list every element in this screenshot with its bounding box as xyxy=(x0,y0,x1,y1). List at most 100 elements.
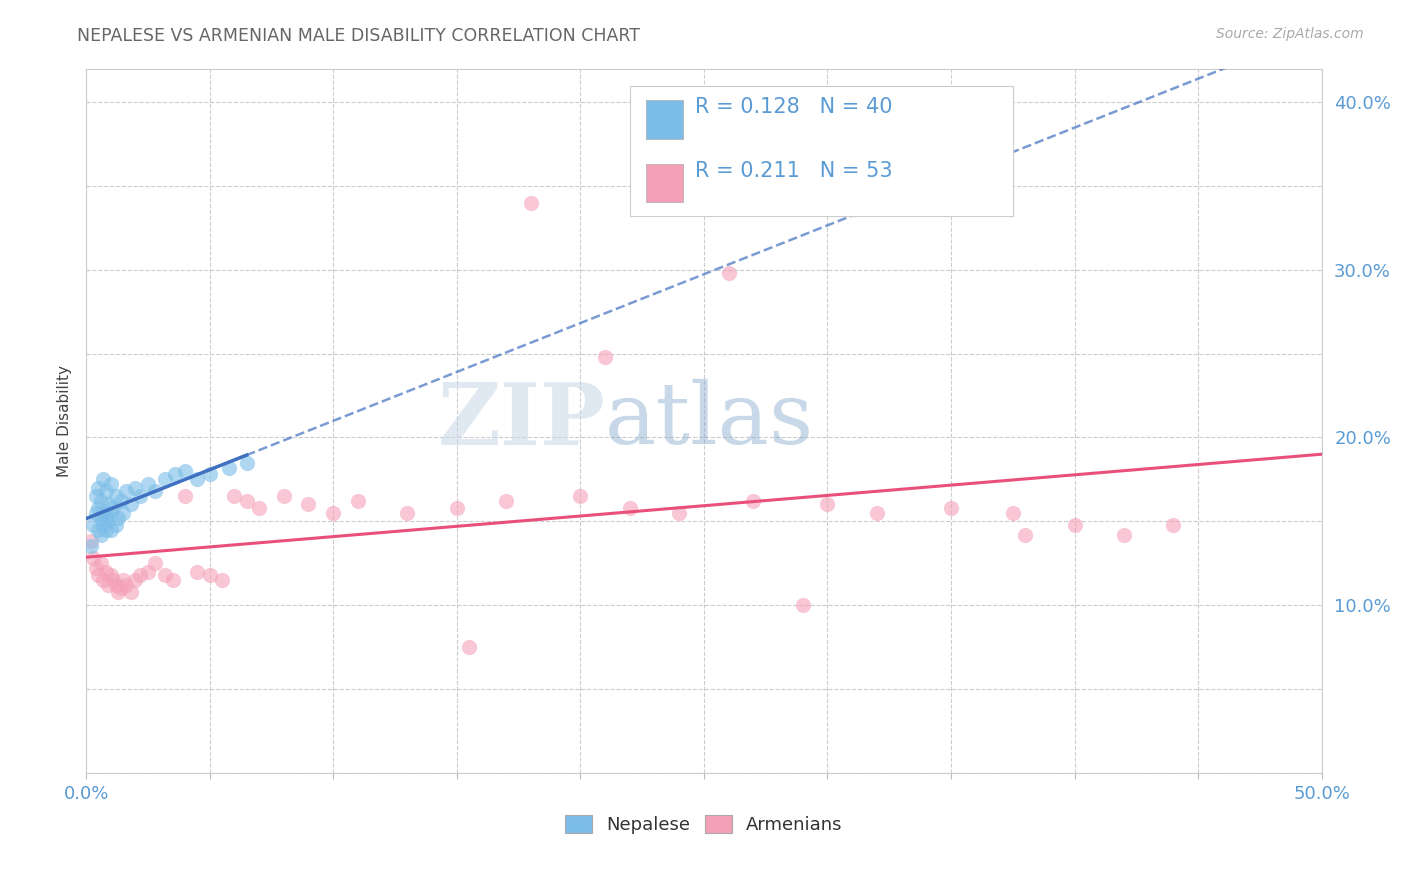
Point xyxy=(90,556,112,570)
Point xyxy=(124,573,146,587)
Point xyxy=(143,484,166,499)
Text: R = 0.211   N = 53: R = 0.211 N = 53 xyxy=(695,161,893,181)
Point xyxy=(593,350,616,364)
Y-axis label: Male Disability: Male Disability xyxy=(58,365,72,476)
Point xyxy=(186,565,208,579)
Point xyxy=(1014,527,1036,541)
Point xyxy=(87,567,110,582)
Point xyxy=(100,523,122,537)
Point xyxy=(93,506,115,520)
Point xyxy=(235,456,257,470)
Point xyxy=(103,573,125,587)
Bar xyxy=(645,100,683,139)
Point xyxy=(90,494,112,508)
Point xyxy=(94,523,117,537)
Point xyxy=(163,467,186,482)
Point xyxy=(94,484,117,499)
Point xyxy=(1063,517,1085,532)
Point xyxy=(112,506,135,520)
Point xyxy=(104,517,127,532)
Point xyxy=(273,489,295,503)
Point xyxy=(174,464,197,478)
Point xyxy=(742,494,765,508)
Point xyxy=(458,640,481,654)
Point xyxy=(93,472,115,486)
Point xyxy=(347,494,370,508)
Point xyxy=(114,578,136,592)
Point xyxy=(82,551,104,566)
Point xyxy=(247,500,270,515)
Text: R = 0.128   N = 40: R = 0.128 N = 40 xyxy=(695,97,893,117)
Text: ZIP: ZIP xyxy=(437,378,605,463)
Point xyxy=(80,540,103,554)
Bar xyxy=(630,87,1012,217)
Point xyxy=(120,498,142,512)
Point xyxy=(198,567,221,582)
Point xyxy=(87,481,110,495)
Point xyxy=(143,556,166,570)
Point xyxy=(100,477,122,491)
Point xyxy=(297,498,319,512)
Text: atlas: atlas xyxy=(605,379,814,462)
Point xyxy=(495,494,517,508)
Point xyxy=(396,506,419,520)
Point xyxy=(792,598,814,612)
Point xyxy=(1112,527,1135,541)
Point xyxy=(186,472,208,486)
Point xyxy=(107,511,129,525)
Point xyxy=(124,481,146,495)
Point xyxy=(110,582,132,596)
Point xyxy=(90,511,112,525)
Point xyxy=(136,477,159,491)
Point xyxy=(104,489,127,503)
Point xyxy=(668,506,690,520)
Point xyxy=(114,484,136,499)
Point xyxy=(129,567,152,582)
Point xyxy=(84,506,107,520)
Point xyxy=(235,494,257,508)
Point xyxy=(174,489,197,503)
Point xyxy=(80,534,103,549)
Point xyxy=(520,195,543,210)
Point xyxy=(120,584,142,599)
Point xyxy=(103,500,125,515)
Point xyxy=(218,460,240,475)
Point xyxy=(619,500,641,515)
Bar xyxy=(645,163,683,202)
Point xyxy=(129,489,152,503)
Point xyxy=(162,573,184,587)
Point xyxy=(93,517,115,532)
Point xyxy=(211,573,233,587)
Point xyxy=(84,561,107,575)
Point xyxy=(107,584,129,599)
Point xyxy=(866,506,889,520)
Point xyxy=(87,500,110,515)
Point xyxy=(112,573,135,587)
Point xyxy=(136,565,159,579)
Point xyxy=(97,578,120,592)
Point xyxy=(94,565,117,579)
Point xyxy=(446,500,468,515)
Point xyxy=(100,506,122,520)
Point xyxy=(87,523,110,537)
Point xyxy=(104,578,127,592)
Point xyxy=(97,514,120,528)
Point xyxy=(110,494,132,508)
Text: Source: ZipAtlas.com: Source: ZipAtlas.com xyxy=(1216,27,1364,41)
Point xyxy=(90,527,112,541)
Point xyxy=(100,567,122,582)
Point xyxy=(153,472,176,486)
Point xyxy=(224,489,246,503)
Point xyxy=(153,567,176,582)
Text: NEPALESE VS ARMENIAN MALE DISABILITY CORRELATION CHART: NEPALESE VS ARMENIAN MALE DISABILITY COR… xyxy=(77,27,640,45)
Point xyxy=(322,506,344,520)
Point xyxy=(198,467,221,482)
Point xyxy=(569,489,592,503)
Point xyxy=(815,498,838,512)
Point xyxy=(93,573,115,587)
Point xyxy=(1001,506,1024,520)
Point xyxy=(94,509,117,524)
Legend: Nepalese, Armenians: Nepalese, Armenians xyxy=(565,814,842,834)
Point xyxy=(82,517,104,532)
Point xyxy=(717,266,740,280)
